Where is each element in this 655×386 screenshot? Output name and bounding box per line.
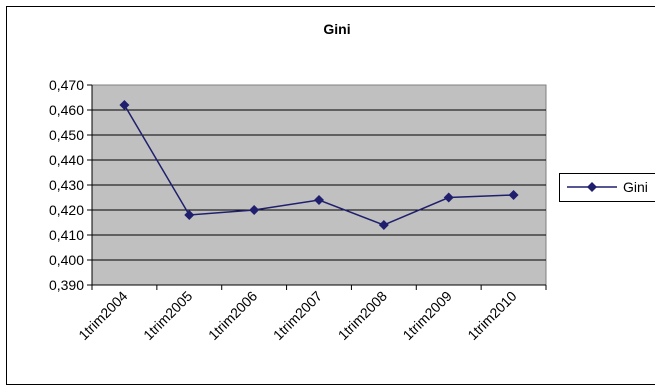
data-point: [184, 210, 195, 220]
legend-marker: [587, 182, 597, 192]
series-layer: [119, 100, 519, 230]
y-tick-label: 0,390: [49, 277, 84, 293]
data-point: [249, 205, 260, 215]
gridlines: [92, 109, 546, 261]
y-tick-label: 0,450: [49, 127, 84, 143]
data-point: [314, 195, 324, 205]
y-axis: 0,390 0,400 0,410 0,420 0,430 0,440 0,450 0,460…: [49, 77, 93, 293]
legend-label: Gini: [623, 179, 648, 195]
data-point: [508, 190, 519, 200]
y-tick-label: 0,400: [49, 252, 84, 268]
y-tick-label: 0,430: [49, 177, 84, 193]
data-point: [443, 192, 454, 203]
data-point: [119, 100, 130, 110]
y-tick-label: 0,410: [49, 227, 84, 243]
data-point: [378, 220, 389, 230]
y-tick-label: 0,440: [49, 152, 84, 168]
legend: Gini: [559, 173, 655, 202]
y-tick-label: 0,420: [49, 202, 84, 218]
y-tick-label: 0,460: [49, 102, 84, 118]
chart-title: Gini: [323, 21, 350, 37]
y-tick-label: 0,470: [49, 77, 84, 93]
